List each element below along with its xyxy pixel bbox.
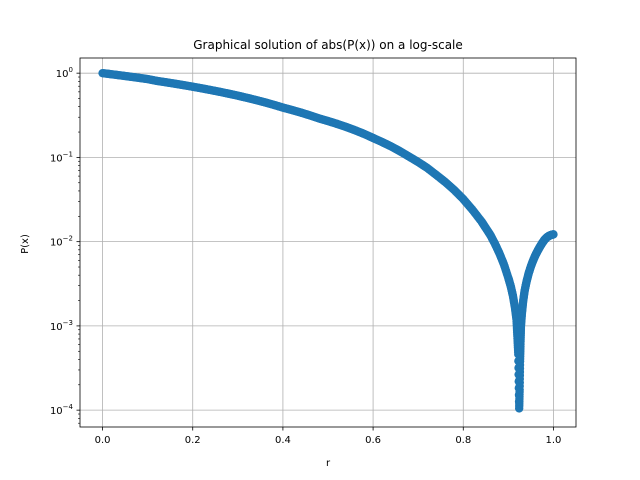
y-tick-label: 10−2 (50, 235, 73, 249)
plot-frame (79, 57, 577, 428)
x-axis-ticks: 0.0 0.2 0.4 0.6 0.8 1.0 (95, 427, 562, 446)
y-tick-label: 10−4 (50, 403, 74, 417)
data-point (549, 230, 558, 239)
x-tick-label: 1.0 (546, 435, 562, 446)
x-tick-label: 0.8 (455, 435, 471, 446)
y-axis-label: P(x) (20, 234, 31, 254)
y-axis-ticks: 10−4 10−3 10−2 10−1 100 (50, 66, 80, 424)
grid (80, 58, 576, 427)
x-tick-label: 0.6 (365, 435, 381, 446)
x-tick-label: 0.0 (95, 435, 111, 446)
scatter-points (98, 68, 558, 413)
y-tick-label: 10−1 (50, 150, 73, 164)
x-axis-label: r (326, 458, 331, 469)
y-tick-label: 100 (56, 66, 73, 80)
x-tick-label: 0.4 (275, 435, 291, 446)
chart-title: Graphical solution of abs(P(x)) on a log… (193, 38, 463, 52)
y-tick-label: 10−3 (50, 319, 73, 333)
x-tick-label: 0.2 (185, 435, 201, 446)
